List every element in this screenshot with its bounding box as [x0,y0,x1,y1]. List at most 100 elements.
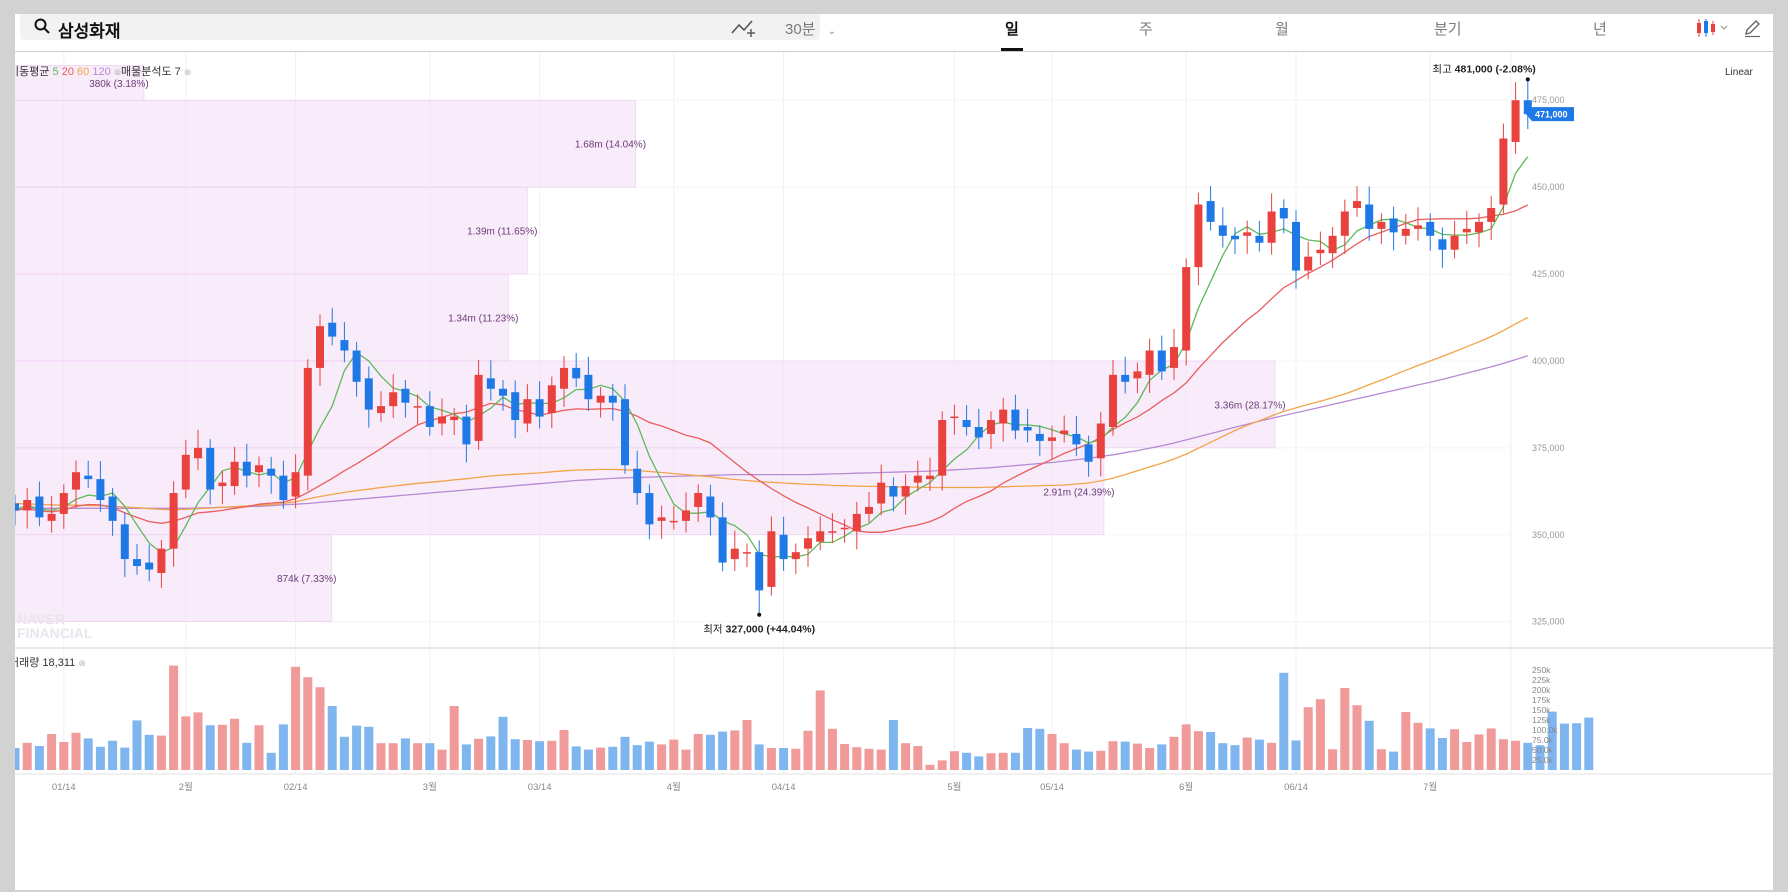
sma120-line [15,355,1528,509]
volume-bar [266,752,276,770]
volume-bar [596,747,606,770]
candle-body [608,395,617,403]
close-icon[interactable]: ⊗ [183,67,192,77]
date-tick-label: 06/14 [1284,782,1308,793]
price-chart-svg[interactable]: 380k (3.18%) 1.68m (14.04%) 1.39m (11.65%)… [15,52,1773,890]
volume-tick-label: 200k [1532,685,1551,695]
volume-bar [425,743,435,770]
annotation-layer: 최고 481,000 (-2.08%) 최저 327,000 (+44.04%) N… [17,63,1536,641]
candle-body [828,531,837,533]
candle-body [401,388,410,403]
tab-quarter[interactable]: 분기 [1434,21,1462,38]
volume-bar [620,736,630,770]
volume-bar [962,752,972,770]
volume-bar [1206,732,1216,770]
candle-body [1011,409,1020,431]
volume-bar [925,764,935,770]
pencil-icon[interactable] [1742,17,1762,39]
ma-legend-60: 60 [77,66,90,78]
candle-body [1206,201,1215,222]
candle-body [438,416,446,424]
candle-body [1316,249,1325,254]
volume-bar [156,735,166,770]
date-tick-label: 7월 [1423,781,1437,793]
top-toolbar: 삼성화재 30분 ⌄ 일 주 월 분기 년 [15,14,1773,52]
volume-profile-layer: 380k (3.18%) 1.68m (14.04%) 1.39m (11.65%)… [15,65,1286,622]
date-tick-label: 3월 [423,781,437,793]
volume-bar [205,725,215,770]
volume-bar [1559,723,1569,770]
volume-bar [169,665,179,770]
candle-body [425,406,434,427]
volume-bar [1242,737,1252,770]
ma-legend-20: 20 [61,66,74,78]
candle-body [328,322,337,337]
volume-bar [718,731,728,770]
volume-bar [583,749,593,770]
candle-body [755,552,764,591]
candle-body [1133,371,1142,379]
date-tick-label: 4월 [667,781,681,793]
candle-body [950,416,959,419]
volume-bar [547,740,557,770]
volume-bar [413,743,423,770]
candle-body [523,399,532,424]
volume-profile-legend[interactable]: 매물분석도 7 ⊗ [121,63,191,79]
candle-body [108,496,117,521]
volume-bar [1413,722,1423,770]
volume-profile-label: 1.34m (11.23%) [448,314,518,325]
candle-body [572,367,581,379]
candle-body [1499,138,1508,205]
volume-label: 거래량 18,311 [15,657,76,669]
chart-type-candle-icon[interactable] [1695,17,1731,39]
volume-bar [1267,742,1277,770]
candle-body [1145,350,1154,375]
volume-bar [1462,742,1472,770]
candle-body [1048,437,1056,441]
volume-tick-label: 225k [1532,675,1551,685]
candle-body [804,538,812,549]
candle-body [1426,221,1435,236]
volume-tick-label: 250k [1532,665,1551,675]
low-marker-dot [757,612,762,617]
volume-bar [815,690,825,770]
price-tick-label: 325,000 [1532,617,1565,627]
close-icon[interactable]: ⊗ [113,67,122,77]
volume-bar [1389,751,1399,770]
volume-bar [1511,740,1521,770]
candle-body [1023,427,1032,431]
volume-bar [230,718,240,770]
candle-body [1523,100,1532,115]
draw-trendline-icon[interactable] [730,17,756,39]
tab-day[interactable]: 일 [1005,21,1019,38]
volume-bar [913,746,923,770]
tab-week[interactable]: 주 [1139,21,1153,38]
moving-average-legend[interactable]: 이동평균 5 20 60 120 ⊗ [15,63,121,79]
scale-mode-label[interactable]: Linear [1725,67,1753,78]
volume-bar [1169,736,1179,770]
candle-body [96,479,105,500]
volume-profile-bar [15,99,636,188]
close-icon[interactable]: ⊗ [78,658,86,668]
interval-label: 30분 [785,21,816,38]
search-input[interactable]: 삼성화재 [20,14,820,41]
candle-body [913,475,922,483]
volume-bar [852,747,862,770]
volume-bar [1279,672,1289,770]
volume-profile-bar [15,360,1276,449]
tab-year[interactable]: 년 [1593,21,1607,38]
volume-bar [303,677,313,770]
volume-bar [132,720,142,770]
candle-body [1438,239,1447,250]
date-tick-label: 01/14 [52,782,76,793]
candle-body [682,510,690,521]
sma60-line [15,316,1529,511]
candle-body [706,496,715,518]
volume-bar [1498,739,1508,770]
tab-month[interactable]: 월 [1275,21,1289,38]
interval-dropdown[interactable]: 30분 ⌄ [785,14,836,50]
candle-body [718,517,727,563]
active-tab-underline [1001,48,1023,51]
volume-tick-label: 100.0k [1532,725,1558,735]
volume-bar [1193,731,1203,770]
